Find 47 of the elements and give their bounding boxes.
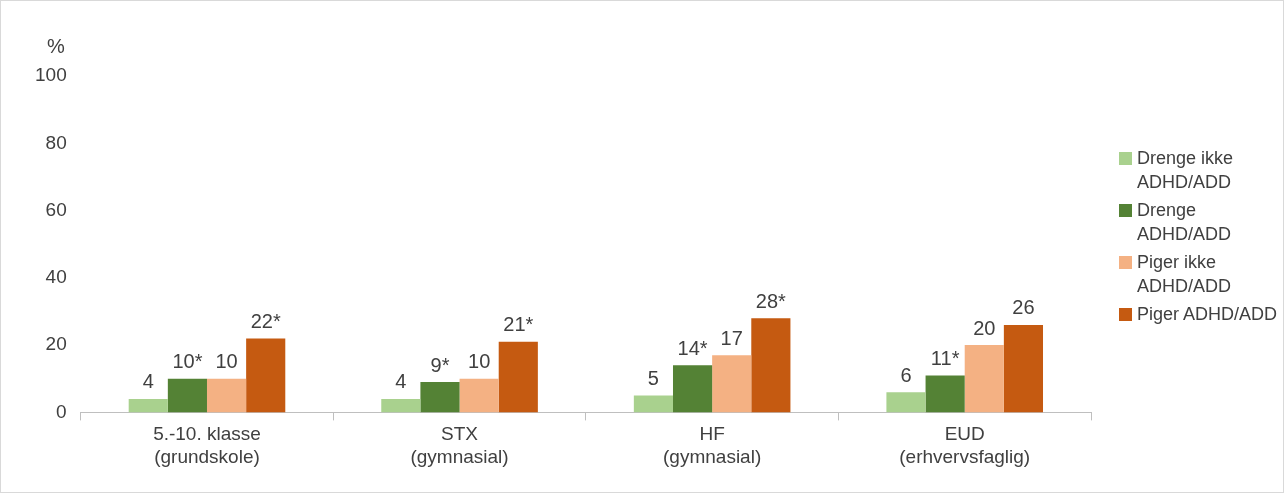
data-label: 22*: [250, 309, 281, 332]
bar: [246, 338, 286, 413]
data-label: 6: [900, 363, 912, 386]
bar: [672, 365, 713, 413]
data-label: 9*: [430, 353, 450, 376]
y-tick-label: 80: [45, 131, 67, 153]
data-label: 21*: [503, 313, 534, 336]
data-label: 26: [1012, 296, 1035, 319]
bar: [751, 318, 791, 413]
data-label: 17: [720, 326, 743, 349]
y-axis-title: %: [47, 34, 66, 57]
legend-label: Drenge ADHD/ADD: [1137, 199, 1232, 246]
legend-label: Piger ADHD/ADD: [1137, 303, 1278, 326]
data-label: 4: [395, 370, 407, 393]
bar: [633, 395, 673, 413]
data-label: 4: [142, 370, 154, 393]
data-label: 11*: [930, 346, 960, 369]
y-tick-label: 0: [56, 400, 67, 422]
y-tick-label: 20: [45, 333, 67, 355]
legend-label: Drenge ikke ADHD/ADD: [1137, 147, 1235, 194]
bar: [206, 378, 247, 413]
x-tick-label: STX (gymnasial): [410, 423, 509, 467]
bar: [964, 345, 1004, 413]
data-label: 10*: [172, 350, 203, 373]
bar: [420, 382, 460, 413]
bar: [128, 398, 168, 413]
bar: [1003, 324, 1044, 413]
x-tick-label: 5.-10. klasse (grundskole): [153, 423, 261, 467]
data-label: 5: [647, 367, 659, 390]
bar: [925, 375, 965, 413]
bar: [381, 398, 421, 413]
bar: [167, 378, 207, 413]
x-tick-label: HF (gymnasial): [663, 423, 762, 467]
data-label: 20: [973, 316, 996, 339]
bar: [498, 341, 538, 413]
bar: [712, 355, 752, 413]
x-tick-label: EUD (erhvervsfaglig): [899, 423, 1031, 467]
y-tick-label: 100: [35, 64, 67, 86]
data-label: 10: [215, 350, 238, 373]
data-label: 10: [468, 350, 491, 373]
data-label: 14*: [677, 336, 708, 359]
y-tick-label: 60: [45, 198, 67, 220]
bar: [886, 392, 926, 413]
y-tick-label: 40: [45, 266, 67, 288]
legend-label: Piger ikke ADHD/ADD: [1137, 251, 1232, 298]
bar: [459, 378, 499, 413]
data-label: 28*: [755, 289, 787, 312]
